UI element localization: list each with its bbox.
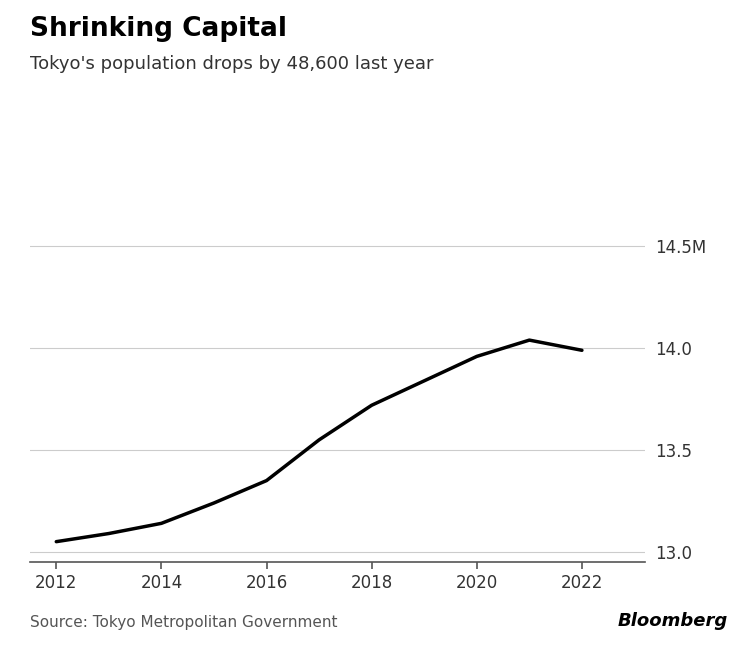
Text: Tokyo's population drops by 48,600 last year: Tokyo's population drops by 48,600 last … [30, 55, 433, 73]
Text: Bloomberg: Bloomberg [617, 612, 728, 630]
Text: Source: Tokyo Metropolitan Government: Source: Tokyo Metropolitan Government [30, 615, 338, 630]
Text: Shrinking Capital: Shrinking Capital [30, 16, 287, 42]
